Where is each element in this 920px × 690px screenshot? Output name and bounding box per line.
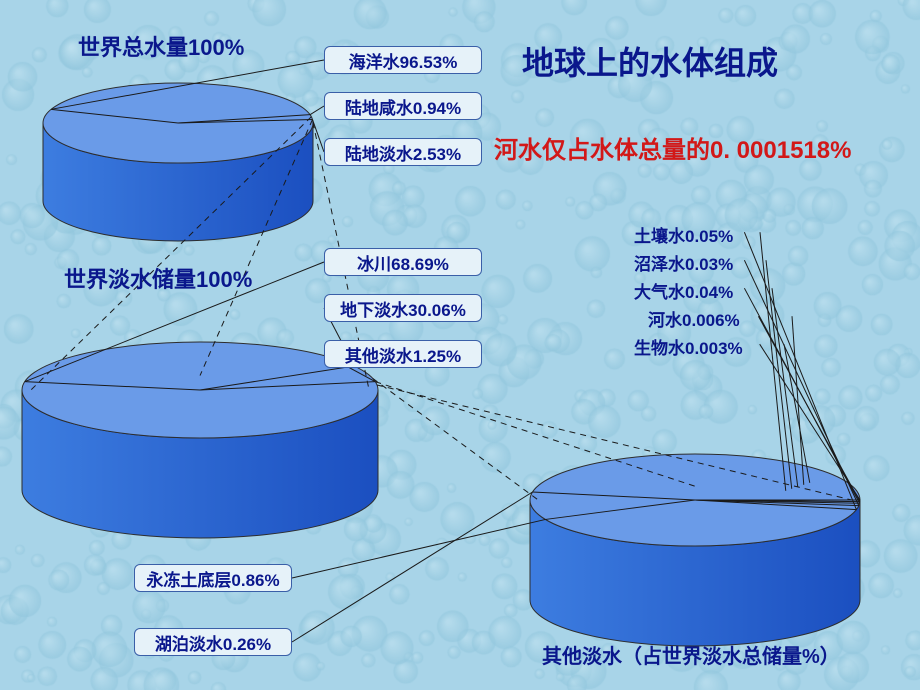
label-plain_soil: 土壤水0.05%: [634, 222, 733, 247]
diagram-root: 地球上的水体组成河水仅占水体总量的0. 0001518% 世界总水量100% 世界淡…: [0, 0, 920, 690]
cylinder-title-other: 其他淡水（占世界淡水总储量%）: [542, 640, 840, 669]
label-box_salted: 陆地咸水0.94%: [324, 92, 482, 120]
label-box_lake: 湖泊淡水0.26%: [134, 628, 292, 656]
label-plain_swamp: 沼泽水0.03%: [634, 250, 733, 275]
label-box_landfresh: 陆地淡水2.53%: [324, 138, 482, 166]
label-box_ground: 地下淡水30.06%: [324, 294, 482, 322]
cylinder-title-fresh: 世界淡水储量100%: [64, 262, 252, 294]
label-box_ice: 冰川68.69%: [324, 248, 482, 276]
label-plain_river: 河水0.006%: [648, 306, 740, 331]
subtitle: 河水仅占水体总量的0. 0001518%: [494, 130, 851, 165]
main-title: 地球上的水体组成: [522, 38, 778, 84]
cylinder-title-total: 世界总水量100%: [78, 30, 244, 62]
label-box_ocean: 海洋水96.53%: [324, 46, 482, 74]
label-box_otherfresh: 其他淡水1.25%: [324, 340, 482, 368]
label-plain_bio: 生物水0.003%: [634, 334, 743, 359]
label-plain_atmo: 大气水0.04%: [634, 278, 733, 303]
label-box_perma: 永冻土底层0.86%: [134, 564, 292, 592]
